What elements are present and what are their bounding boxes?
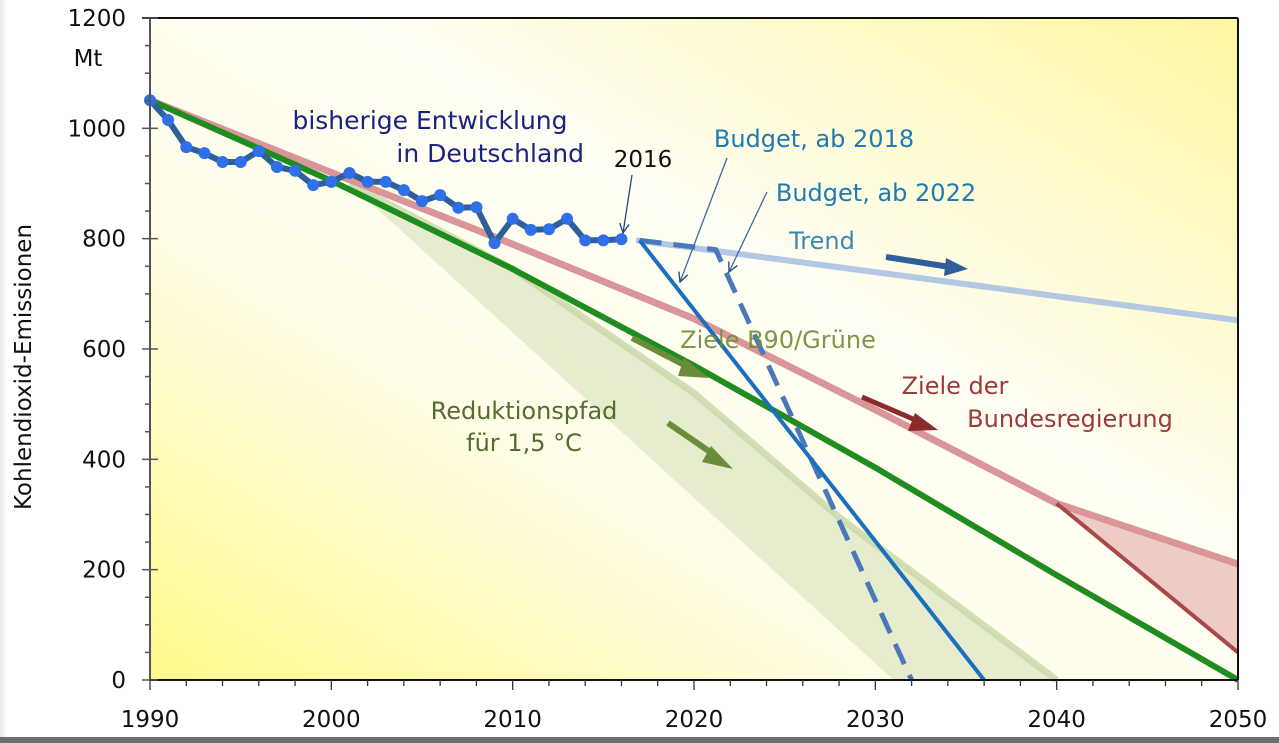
history-point	[561, 212, 574, 225]
b90-direction-arrow	[630, 335, 709, 378]
history-point	[397, 184, 410, 197]
y-tick-label: 200	[82, 558, 126, 584]
history-point	[252, 144, 265, 157]
annotation-2016: 2016	[614, 147, 673, 173]
y-tick-label: 0	[111, 668, 126, 694]
history-point	[542, 223, 555, 236]
x-tick-label: 2000	[302, 707, 361, 733]
x-tick-label: 2050	[1209, 707, 1268, 733]
history-point	[470, 201, 483, 214]
history-point	[270, 160, 283, 173]
history-point	[234, 155, 247, 168]
history-point	[615, 233, 628, 246]
y-tick-label: 800	[82, 227, 126, 253]
y-tick-label: 1200	[67, 6, 126, 32]
annotation-b90-gruene: Ziele B90/Grüne	[680, 326, 876, 354]
pointer-arrow-budget-2018	[680, 157, 728, 282]
history-point	[180, 141, 193, 154]
y-tick-label: 400	[82, 447, 126, 473]
x-tick-label: 2020	[665, 707, 724, 733]
annotation-bundesregierung-line2: Bundesregierung	[967, 405, 1173, 433]
history-point	[162, 114, 175, 127]
history-point	[307, 179, 320, 192]
trend-line	[635, 237, 1239, 324]
annotation-history-line2: in Deutschland	[396, 139, 584, 168]
history-point	[524, 223, 537, 236]
annotation-reduktionspfad-line1: Reduktionspfad	[431, 397, 618, 425]
bundesregierung-direction-arrow	[861, 394, 938, 431]
x-tick-label: 2040	[1027, 707, 1086, 733]
pointer-arrow-2016	[623, 174, 633, 233]
budget-2022-line	[639, 237, 914, 682]
y-axis-unit: Mt	[74, 46, 103, 72]
annotation-budget-2018: Budget, ab 2018	[714, 125, 914, 153]
left-edge-shade	[0, 0, 8, 737]
trend-direction-arrow	[885, 254, 968, 276]
history-point	[325, 175, 338, 188]
y-tick-label: 1000	[67, 116, 126, 142]
budget-2018-line	[638, 239, 986, 682]
history-point	[597, 234, 610, 247]
x-tick-label: 2010	[483, 707, 542, 733]
plot-background	[150, 18, 1238, 680]
history-point	[579, 234, 592, 247]
bundesregierung-lower-line	[1055, 501, 1240, 654]
annotation-trend: Trend	[788, 227, 855, 255]
reduktionspfad-direction-arrow	[666, 420, 733, 469]
x-tick-label: 2030	[846, 707, 905, 733]
bottom-border	[0, 737, 1279, 743]
y-tick-label: 600	[82, 337, 126, 363]
history-point	[343, 167, 356, 180]
history-point	[416, 195, 428, 208]
history-point	[361, 175, 374, 188]
history-point	[216, 155, 229, 168]
history-point	[488, 237, 501, 250]
annotation-reduktionspfad-line2: für 1,5 °C	[466, 429, 582, 457]
history-point	[434, 189, 447, 202]
reduktionspfad-band	[349, 183, 1057, 680]
history-point	[198, 147, 211, 160]
pointer-arrow-budget-2022	[729, 191, 768, 272]
history-point	[506, 212, 519, 225]
annotation-history-line1: bisherige Entwicklung	[292, 106, 567, 135]
history-point	[289, 164, 302, 177]
history-point	[452, 201, 465, 214]
annotation-bundesregierung-line1: Ziele der	[902, 372, 1009, 400]
history-point	[379, 175, 392, 188]
x-tick-label: 1990	[121, 707, 180, 733]
annotation-budget-2022: Budget, ab 2022	[776, 179, 976, 207]
y-axis-title: Kohlendioxid-Emissionen	[11, 224, 37, 510]
